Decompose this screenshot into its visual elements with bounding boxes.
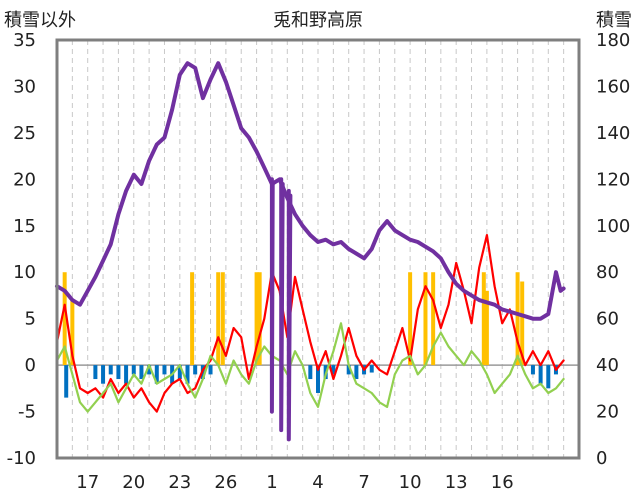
right-tick-label: 160 xyxy=(596,76,630,97)
temperature-line xyxy=(55,234,565,413)
bar xyxy=(93,365,98,380)
right-axis-label: 積雪 xyxy=(596,10,632,31)
bar xyxy=(154,365,159,384)
bar xyxy=(162,365,167,375)
grid-lines xyxy=(71,40,565,458)
x-tick-label: 17 xyxy=(76,472,99,493)
bar xyxy=(515,272,520,366)
bar xyxy=(185,365,190,384)
left-tick-label: 5 xyxy=(25,309,36,330)
right-tick-label: 40 xyxy=(596,355,619,376)
right-tick-label: 20 xyxy=(596,402,619,423)
x-tick-label: 26 xyxy=(214,472,237,493)
bar xyxy=(369,365,374,373)
bar xyxy=(190,272,195,366)
x-tick-label: 7 xyxy=(358,472,369,493)
x-tick-label: 23 xyxy=(168,472,191,493)
left-tick-label: 30 xyxy=(13,76,36,97)
x-tick-label: 10 xyxy=(399,472,422,493)
bar xyxy=(62,272,67,366)
bar xyxy=(101,365,106,384)
x-tick-label: 4 xyxy=(312,472,323,493)
temperature-line xyxy=(55,322,565,413)
x-ticks: 17 20 23 26 1 4 7 10 13 16 xyxy=(76,472,513,493)
right-tick-label: 60 xyxy=(596,309,619,330)
bar xyxy=(70,300,75,366)
left-axis-label: 積雪以外 xyxy=(4,10,76,31)
x-tick-label: 16 xyxy=(491,472,514,493)
right-tick-label: 80 xyxy=(596,262,619,283)
bar xyxy=(208,365,213,375)
left-tick-label: 0 xyxy=(25,355,36,376)
bar xyxy=(481,272,486,366)
left-tick-label: 35 xyxy=(13,30,36,51)
right-tick-label: 100 xyxy=(596,216,630,237)
right-tick-label: 180 xyxy=(596,30,630,51)
bar xyxy=(520,281,525,366)
left-tick-label: -5 xyxy=(18,402,36,423)
bar xyxy=(408,272,413,366)
bar xyxy=(331,365,336,375)
left-y-ticks: 35 30 25 20 15 10 5 0 -5 -10 xyxy=(7,30,36,469)
bar xyxy=(484,290,489,366)
plot-area xyxy=(55,38,581,460)
left-tick-label: 15 xyxy=(13,216,36,237)
bar xyxy=(220,272,225,366)
left-tick-label: 20 xyxy=(13,169,36,190)
bar xyxy=(431,272,436,366)
bar xyxy=(257,272,262,366)
bar xyxy=(177,365,182,380)
left-tick-label: -10 xyxy=(7,448,36,469)
bar xyxy=(354,365,359,380)
bar xyxy=(216,272,221,366)
bar xyxy=(193,365,198,375)
x-tick-label: 13 xyxy=(445,472,468,493)
bar xyxy=(423,272,428,366)
bar xyxy=(124,365,129,384)
bar xyxy=(131,365,136,375)
snow-depth-line xyxy=(269,177,275,414)
bar xyxy=(316,365,320,393)
bar xyxy=(147,365,152,375)
bar xyxy=(64,365,69,398)
bar xyxy=(116,365,121,380)
chart-title: 兎和野高原 xyxy=(273,10,363,31)
line-series xyxy=(55,61,566,442)
x-tick-label: 1 xyxy=(266,472,277,493)
bar xyxy=(108,365,113,375)
bar xyxy=(538,365,543,384)
left-tick-label: 10 xyxy=(13,262,36,283)
right-tick-label: 120 xyxy=(596,169,630,190)
bar xyxy=(254,272,259,366)
snow-depth-line xyxy=(55,61,566,321)
bar xyxy=(139,365,144,380)
left-tick-label: 25 xyxy=(13,123,36,144)
right-tick-label: 140 xyxy=(596,123,630,144)
right-y-ticks: 180 160 140 120 100 80 60 40 20 0 xyxy=(596,30,630,469)
plot-frame xyxy=(55,38,581,460)
snow-depth-line xyxy=(279,177,285,433)
bar xyxy=(308,365,313,380)
bar xyxy=(346,365,351,375)
right-tick-label: 0 xyxy=(596,448,607,469)
snow-depth-line xyxy=(286,188,293,442)
bar xyxy=(546,365,551,389)
bar xyxy=(530,365,535,375)
x-tick-label: 20 xyxy=(122,472,145,493)
